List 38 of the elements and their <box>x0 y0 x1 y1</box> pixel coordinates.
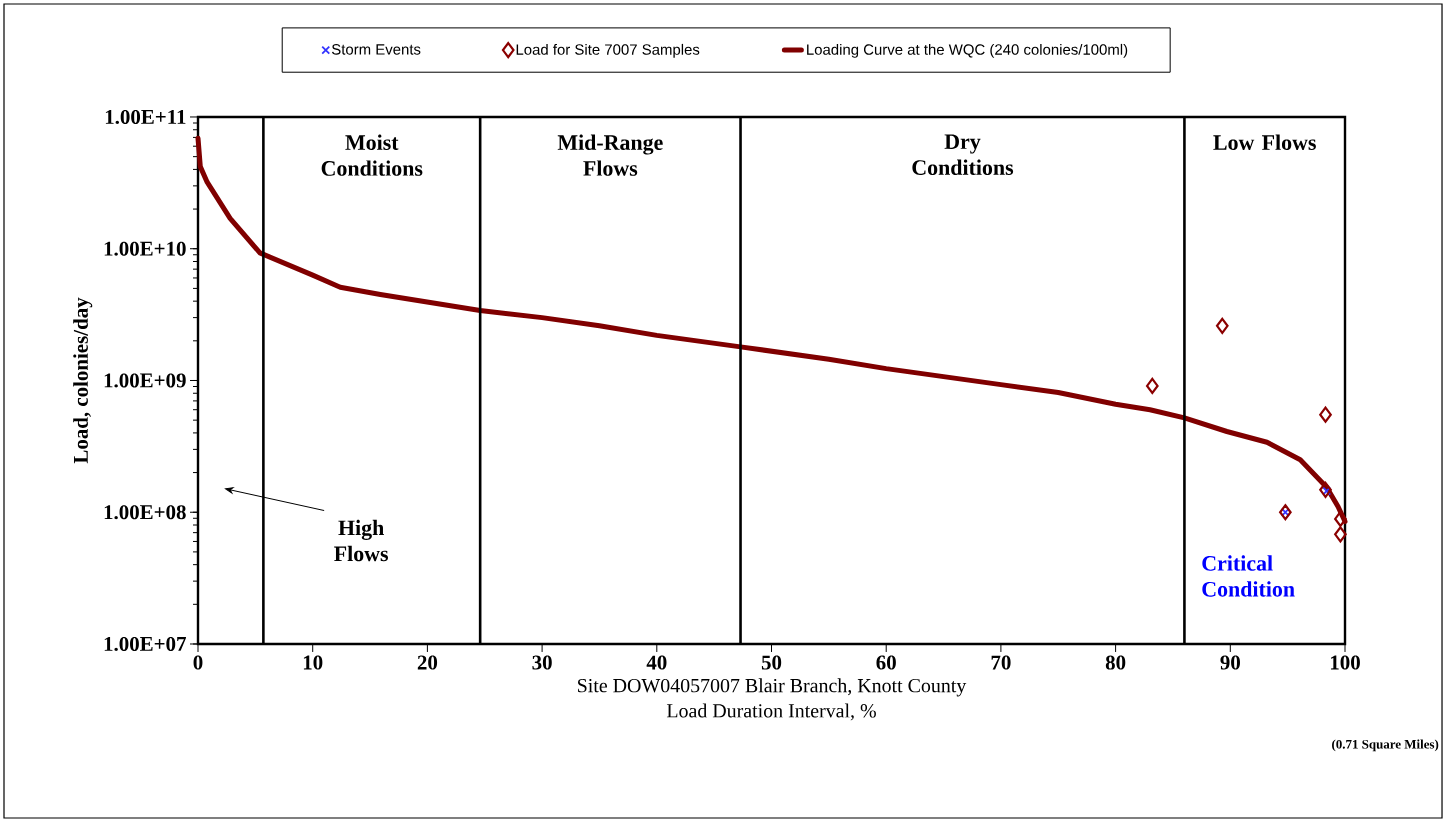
annotation: Dry Conditions <box>912 134 1014 175</box>
x-tick-label: 90 <box>1220 655 1240 670</box>
point <box>1334 510 1347 528</box>
annotation: Critical Condition <box>1202 555 1295 597</box>
x-tick-label: 40 <box>646 655 667 670</box>
point <box>1322 486 1332 496</box>
y-tick-label: 1.00E+07 <box>104 636 186 652</box>
x-tick-label: 60 <box>876 655 896 670</box>
x-tick-label: 50 <box>761 655 782 670</box>
point <box>1319 481 1332 498</box>
y-axis-title: Load, colonies/day <box>73 297 93 464</box>
point <box>1334 526 1347 543</box>
x-tick-label: 70 <box>991 655 1011 670</box>
y-tick-label: 1.00E+09 <box>104 373 186 388</box>
x-tick-label: 100 <box>1330 655 1360 670</box>
point <box>1145 377 1159 394</box>
x-axis-title: Load Duration Interval, % <box>666 703 876 721</box>
annotation: Moist Conditions <box>321 134 423 176</box>
annotation: High Flows <box>334 519 389 562</box>
point <box>1215 317 1229 334</box>
point <box>1280 507 1290 517</box>
legend-label: Loading Curve at the WQC (240 colonies/100ml) <box>807 43 1128 58</box>
x-tick-label: 20 <box>417 655 438 670</box>
legend-label: Load for Site 7007 Samples <box>516 43 700 58</box>
annotation: Low Flows <box>1213 134 1316 150</box>
y-tick-label: 1.00E+10 <box>104 241 186 256</box>
y-tick-label: 1.00E+08 <box>104 505 186 520</box>
x-tick-label: 10 <box>303 655 323 670</box>
x-tick-label: 0 <box>193 655 203 670</box>
legend-label: Storm Events <box>331 44 421 55</box>
annotation: Mid-Range Flows <box>557 134 663 176</box>
point <box>1279 504 1292 521</box>
x-tick-label: 30 <box>532 655 552 670</box>
text: (0.71 Square Miles) <box>1332 739 1439 752</box>
text: Site DOW04057007 Blair Branch, Knott County <box>578 678 967 697</box>
x-tick-label: 80 <box>1105 655 1126 670</box>
point <box>1319 406 1332 423</box>
y-tick-label: 1.00E+11 <box>105 109 186 125</box>
